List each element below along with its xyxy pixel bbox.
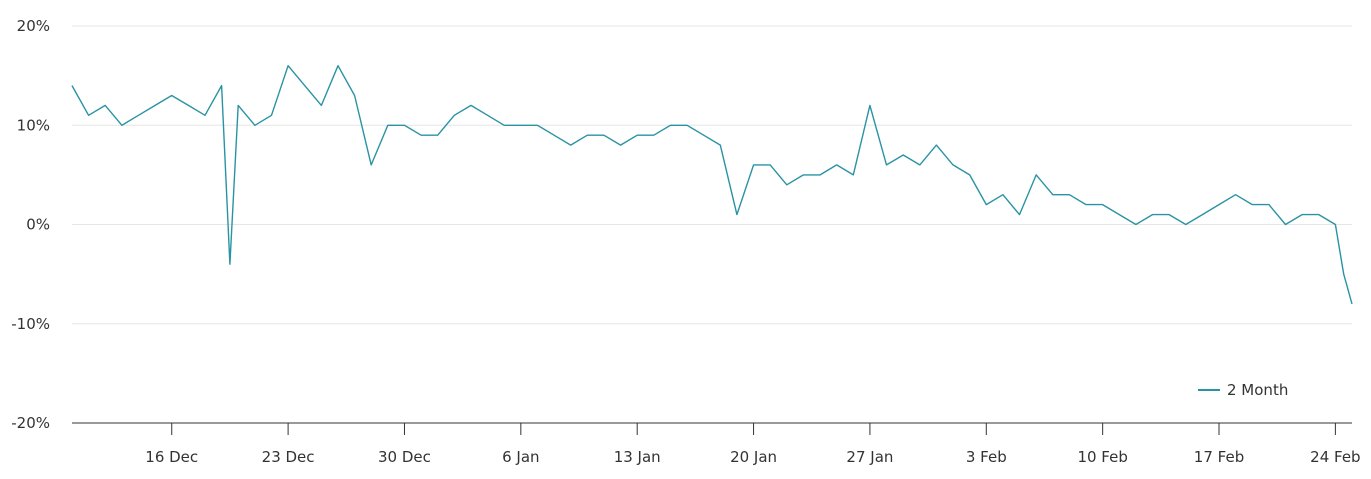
x-tick-label: 24 Feb bbox=[1310, 448, 1360, 466]
y-tick-label: 10% bbox=[17, 116, 50, 134]
x-tick-label: 16 Dec bbox=[145, 448, 198, 466]
x-axis-ticks: 16 Dec 23 Dec 30 Dec 6 Jan 13 Jan 20 Jan 27 Ja… bbox=[145, 423, 1361, 466]
x-tick-label: 27 Jan bbox=[846, 448, 893, 466]
x-tick-label: 13 Jan bbox=[614, 448, 661, 466]
x-tick-label: 20 Jan bbox=[730, 448, 777, 466]
y-tick-label: -20% bbox=[11, 414, 50, 432]
legend-label: 2 Month bbox=[1227, 381, 1288, 399]
y-axis-tick-labels: 20% 10% 0% -10% -20% bbox=[11, 17, 50, 432]
y-tick-label: -10% bbox=[11, 315, 50, 333]
x-tick-label: 6 Jan bbox=[502, 448, 539, 466]
x-tick-label: 30 Dec bbox=[378, 448, 431, 466]
series-line-2-month bbox=[71, 65, 1353, 305]
y-tick-label: 0% bbox=[26, 216, 50, 234]
y-tick-label: 20% bbox=[17, 17, 50, 35]
x-tick-label: 17 Feb bbox=[1194, 448, 1244, 466]
x-tick-label: 10 Feb bbox=[1077, 448, 1127, 466]
x-tick-label: 3 Feb bbox=[966, 448, 1007, 466]
gridlines bbox=[72, 25, 1352, 325]
x-tick-label: 23 Dec bbox=[262, 448, 315, 466]
legend[interactable]: 2 Month bbox=[1198, 381, 1288, 399]
